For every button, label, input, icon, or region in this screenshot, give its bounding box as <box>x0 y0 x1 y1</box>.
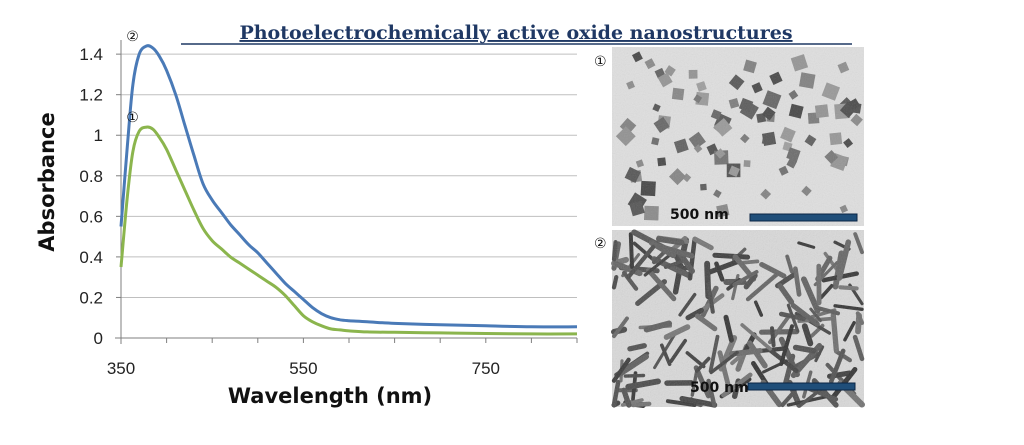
scale-bar-2 <box>747 382 856 391</box>
x-tick-label: 750 <box>472 359 500 378</box>
y-axis-label: Absorbance <box>35 112 59 251</box>
chart-labels: 0 0.2 0.4 0.6 0.8 1 1.2 1.4 350 550 750 Wavelength … <box>35 29 500 408</box>
scale-label-1: 500 nm <box>670 207 729 223</box>
y-tick-label: 0.4 <box>79 248 103 267</box>
series-line-1 <box>119 44 578 329</box>
y-tick-label: 0.8 <box>79 167 103 186</box>
x-tick-label: 350 <box>107 359 135 378</box>
chart-axes <box>115 40 578 344</box>
chart-series <box>119 44 578 336</box>
micrograph-1: 500 nm <box>612 47 864 226</box>
series-line-2 <box>119 125 578 336</box>
figure-title: Photoelectrochemically active oxide nano… <box>239 22 792 44</box>
y-tick-label: 0 <box>94 329 103 348</box>
y-tick-label: 0.6 <box>79 207 103 226</box>
micrograph-2-grain <box>612 230 864 407</box>
series-label-2: ① <box>126 110 139 126</box>
micrograph-1-marker: ① <box>594 54 607 70</box>
y-tick-label: 1 <box>94 126 103 145</box>
series-label-1: ② <box>126 29 139 45</box>
x-tick-label: 550 <box>289 359 317 378</box>
micrograph-2: 500 nm <box>611 229 865 408</box>
micrograph-2-marker: ② <box>594 236 607 252</box>
micrograph-1-grain <box>612 47 864 226</box>
y-tick-label: 1.4 <box>79 45 103 64</box>
x-axis-label: Wavelength (nm) <box>228 384 432 408</box>
chart-grid <box>121 53 577 298</box>
scale-label-2: 500 nm <box>690 380 749 396</box>
y-tick-label: 0.2 <box>79 288 103 307</box>
scale-bar-1 <box>749 213 858 222</box>
y-tick-label: 1.2 <box>79 86 103 105</box>
